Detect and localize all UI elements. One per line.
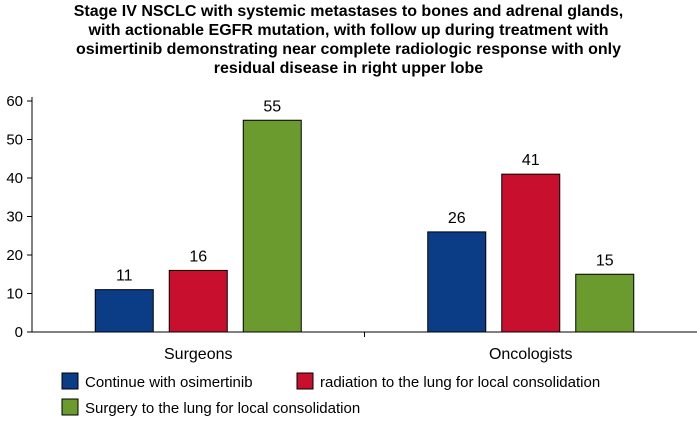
bar bbox=[168, 269, 228, 333]
bar-data-label: 11 bbox=[116, 268, 133, 285]
bar bbox=[94, 289, 154, 333]
bar-data-label: 55 bbox=[263, 98, 281, 115]
y-tick-label: 20 bbox=[6, 247, 23, 264]
bar bbox=[242, 119, 302, 333]
bar bbox=[427, 231, 487, 333]
legend-swatch bbox=[61, 372, 79, 390]
chart-title-line: with actionable EGFR mutation, with foll… bbox=[88, 22, 609, 39]
legend-swatch bbox=[296, 372, 314, 390]
y-tick-label: 60 bbox=[6, 93, 23, 110]
x-axis: Surgeons Oncologists bbox=[32, 331, 697, 363]
chart-title-line: residual disease in right upper lobe bbox=[213, 60, 484, 77]
bars: 11 16 55 26 41 15 bbox=[94, 98, 635, 333]
bar bbox=[501, 173, 561, 333]
y-tick-label: 40 bbox=[6, 170, 23, 187]
legend-label: Continue with osimertinib bbox=[85, 374, 253, 391]
bar bbox=[575, 273, 635, 333]
bar-data-label: 15 bbox=[596, 252, 614, 269]
y-tick-label: 50 bbox=[6, 132, 23, 149]
y-axis: 0 10 20 30 40 50 60 bbox=[6, 93, 33, 341]
legend: Continue with osimertinib radiation to th… bbox=[61, 372, 600, 417]
chart-title-line: osimertinib demonstrating near complete … bbox=[76, 41, 621, 58]
y-tick-label: 10 bbox=[6, 286, 23, 303]
bar-data-label: 26 bbox=[448, 210, 466, 227]
legend-swatch bbox=[61, 398, 79, 416]
bar-data-label: 41 bbox=[522, 152, 540, 169]
bar-data-label: 16 bbox=[189, 248, 207, 265]
chart-title: Stage IV NSCLC with systemic metastases … bbox=[0, 2, 697, 78]
y-tick-label: 0 bbox=[15, 324, 23, 341]
y-tick-label: 30 bbox=[6, 209, 23, 226]
legend-label: Surgery to the lung for local consolidat… bbox=[85, 400, 360, 417]
x-category-label: Oncologists bbox=[489, 346, 573, 363]
legend-label: radiation to the lung for local consolid… bbox=[320, 374, 600, 391]
chart-title-line: Stage IV NSCLC with systemic metastases … bbox=[73, 3, 624, 20]
x-category-label: Surgeons bbox=[164, 346, 233, 363]
